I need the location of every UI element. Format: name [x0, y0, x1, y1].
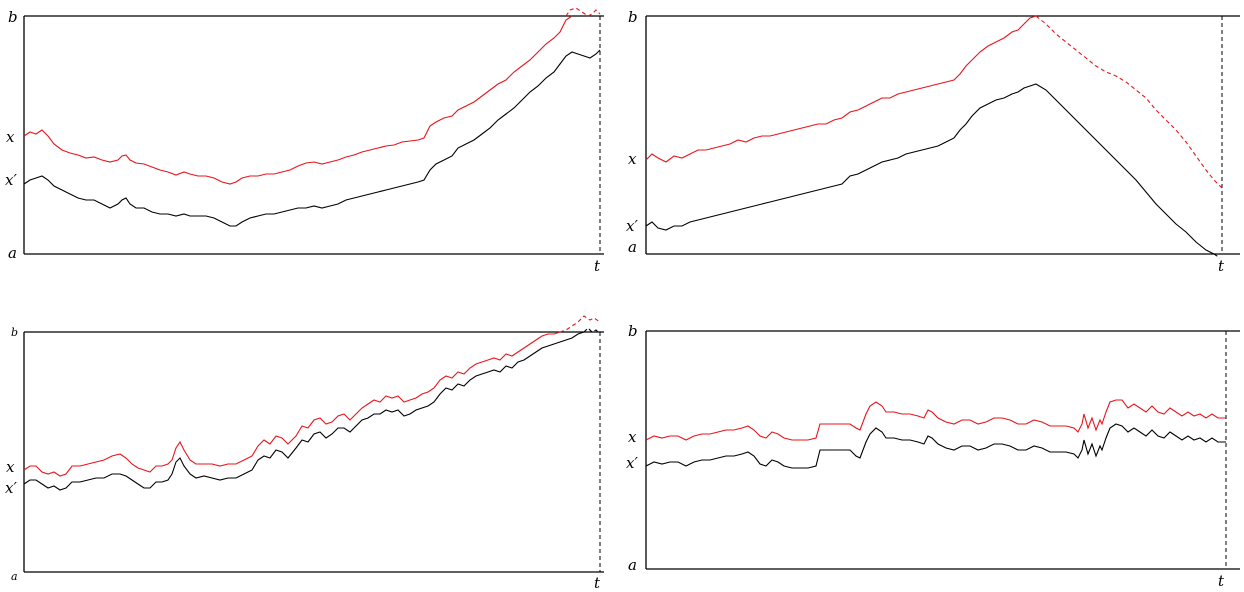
- path-x-after-exit: [565, 7, 601, 17]
- label-x: x: [6, 458, 15, 476]
- path-x-prime: [23, 331, 585, 491]
- panel-bottom-right: b a x x′ t: [626, 322, 1240, 590]
- label-b: b: [628, 8, 638, 26]
- path-x: [23, 15, 573, 185]
- label-a: a: [628, 238, 637, 256]
- label-t: t: [1218, 257, 1225, 275]
- label-b: b: [8, 8, 18, 26]
- path-x-prime-after-exit: [1213, 253, 1221, 259]
- label-b: b: [11, 326, 18, 339]
- path-x-prime: [645, 423, 1226, 469]
- label-a: a: [628, 556, 637, 574]
- path-x-prime: [23, 49, 601, 227]
- path-x: [23, 331, 561, 477]
- panel-top-left: b a x x′ t: [5, 7, 604, 275]
- path-x-prime-after-exit: [583, 327, 601, 335]
- label-x-prime: x′: [5, 171, 17, 189]
- label-x-prime: x′: [626, 454, 638, 472]
- label-a: a: [8, 244, 17, 262]
- path-x-after-exit: [1035, 15, 1223, 189]
- path-x: [645, 15, 1037, 163]
- panel-top-right: b a x x′ t: [626, 8, 1240, 275]
- label-x: x: [628, 150, 637, 168]
- label-b: b: [628, 322, 638, 340]
- path-x-after-exit: [559, 315, 601, 333]
- label-x: x: [6, 128, 15, 146]
- panel-bottom-left: b a x x′ t: [5, 315, 604, 592]
- label-t: t: [594, 257, 601, 275]
- label-x-prime: x′: [5, 479, 17, 497]
- path-x-prime: [645, 83, 1215, 255]
- path-x: [645, 399, 1226, 441]
- label-t: t: [1218, 572, 1225, 590]
- label-x-prime: x′: [626, 217, 638, 235]
- label-x: x: [628, 428, 637, 446]
- label-t: t: [594, 574, 601, 592]
- label-a: a: [11, 570, 18, 583]
